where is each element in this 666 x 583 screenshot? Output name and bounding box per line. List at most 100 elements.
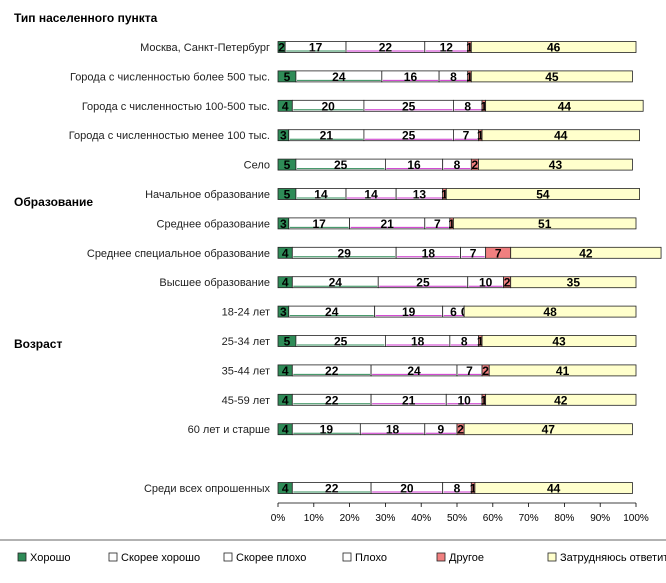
bar-затрудняюсь-ответить xyxy=(445,188,640,200)
category-label: 18-24 лет xyxy=(222,307,270,319)
legend-item-затрудняюсь-ответить: Затрудняюсь ответить xyxy=(547,552,666,564)
data-label: 2 xyxy=(504,276,511,290)
data-label: 18 xyxy=(386,423,400,437)
legend-label: Затрудняюсь ответить xyxy=(560,552,666,564)
data-label: 22 xyxy=(325,393,339,407)
x-tick-label: 60% xyxy=(483,513,503,524)
data-label: 4 xyxy=(282,482,289,496)
legend-item-хорошо: Хорошо xyxy=(17,552,71,564)
data-label: 8 xyxy=(464,99,471,113)
x-tick-label: 70% xyxy=(519,513,539,524)
bar-затрудняюсь-ответить xyxy=(470,70,633,83)
legend: Хорошо Скорее хорошо Скорее плохо Плохо Друг… xyxy=(0,539,666,564)
group-label: Тип населенного пункта xyxy=(14,11,158,25)
data-label: 24 xyxy=(407,364,421,378)
legend-swatch xyxy=(17,552,27,562)
category-labels: Москва, Санкт-Петербург Города с численно… xyxy=(69,42,271,495)
data-label: 21 xyxy=(402,393,416,407)
data-label: 17 xyxy=(309,41,323,55)
category-label: 35-44 лет xyxy=(222,365,270,377)
data-label: 25 xyxy=(402,99,416,113)
category-label: Города с численностью 100-500 тыс. xyxy=(82,101,270,113)
data-label: 18 xyxy=(422,246,436,260)
bar-затрудняюсь-ответить xyxy=(485,393,637,406)
bar-затрудняюсь-ответить xyxy=(510,246,662,259)
data-label: 25 xyxy=(334,335,348,349)
data-label: 4 xyxy=(282,393,289,407)
data-label: 5 xyxy=(284,188,291,202)
bar-затрудняюсь-ответить xyxy=(470,41,637,53)
category-label: 60 лет и старше xyxy=(188,424,270,436)
data-label: 20 xyxy=(321,99,335,113)
data-label: 12 xyxy=(440,41,454,55)
data-label: 10 xyxy=(479,276,493,290)
data-label: 17 xyxy=(312,217,326,231)
category-label: Москва, Санкт-Петербург xyxy=(140,42,270,54)
data-label: 7 xyxy=(463,129,470,143)
category-label: Высшее образование xyxy=(159,277,270,289)
category-label: Среднее образование xyxy=(157,218,270,230)
legend-item-другое: Другое xyxy=(436,552,484,564)
data-label: 1 xyxy=(477,129,484,143)
data-label: 7 xyxy=(470,246,477,260)
bar-затрудняюсь-ответить xyxy=(481,129,640,142)
data-label: 13 xyxy=(413,188,427,202)
data-label: 25 xyxy=(334,158,348,172)
category-label: Начальное образование xyxy=(145,189,270,201)
bar-затрудняюсь-ответить xyxy=(463,305,637,318)
data-label: 4 xyxy=(282,423,289,437)
data-label: 42 xyxy=(554,393,568,407)
x-tick-label: 80% xyxy=(554,513,574,524)
data-label: 2 xyxy=(278,41,285,55)
legend-label: Хорошо xyxy=(30,552,71,564)
legend-swatch xyxy=(223,552,233,562)
legend-swatch xyxy=(342,552,352,562)
bar-затрудняюсь-ответить xyxy=(474,482,633,494)
data-label: 35 xyxy=(567,276,581,290)
data-label: 24 xyxy=(332,70,346,84)
data-label: 10 xyxy=(457,393,471,407)
data-label: 21 xyxy=(381,217,395,231)
x-tick-label: 100% xyxy=(623,513,649,524)
data-label: 1 xyxy=(448,217,455,231)
x-axis: 0% 10% 20% 30% 40% 50% 60% 70% 80% 90% 100% xyxy=(271,502,649,524)
data-label: 21 xyxy=(320,129,334,143)
x-tick-label: 0% xyxy=(271,513,286,524)
data-label: 24 xyxy=(325,305,339,319)
x-tick-label: 50% xyxy=(447,513,467,524)
category-label: Среднее специальное образование xyxy=(87,248,270,260)
data-label: 24 xyxy=(329,276,343,290)
legend-item-скорее-хорошо: Скорее хорошо xyxy=(108,552,200,564)
data-label: 46 xyxy=(547,41,561,55)
category-label: Города с численностью более 500 тыс. xyxy=(70,71,270,83)
data-label: 8 xyxy=(454,158,461,172)
data-label: 3 xyxy=(280,129,287,143)
legend-item-скорее-плохо: Скорее плохо xyxy=(223,552,306,564)
data-label: 48 xyxy=(543,305,557,319)
legend-label: Другое xyxy=(449,552,484,564)
data-label: 1 xyxy=(477,335,484,349)
data-label: 44 xyxy=(547,482,561,496)
bar-затрудняюсь-ответить xyxy=(453,217,637,230)
data-label: 3 xyxy=(280,217,287,231)
category-label: Село xyxy=(244,160,270,172)
data-label: 9 xyxy=(438,423,445,437)
data-label: 19 xyxy=(402,305,416,319)
legend-label: Скорее плохо xyxy=(236,552,306,564)
data-label: 22 xyxy=(325,364,339,378)
data-label: 51 xyxy=(538,217,552,231)
data-label: 2 xyxy=(457,423,464,437)
group-label: Возраст xyxy=(14,337,62,351)
data-label: 4 xyxy=(282,99,289,113)
bar-затрудняюсь-ответить xyxy=(488,364,637,377)
data-label: 2 xyxy=(482,364,489,378)
data-label: 1 xyxy=(481,393,488,407)
x-tick-label: 30% xyxy=(375,513,395,524)
bar-затрудняюсь-ответить xyxy=(463,423,633,436)
data-label: 6 xyxy=(450,305,457,319)
group-labels: Тип населенного пункта Образование Возраст xyxy=(14,11,158,351)
data-label: 1 xyxy=(441,188,448,202)
data-label: 14 xyxy=(364,188,378,202)
data-label: 22 xyxy=(325,482,339,496)
data-label: 29 xyxy=(338,246,352,260)
